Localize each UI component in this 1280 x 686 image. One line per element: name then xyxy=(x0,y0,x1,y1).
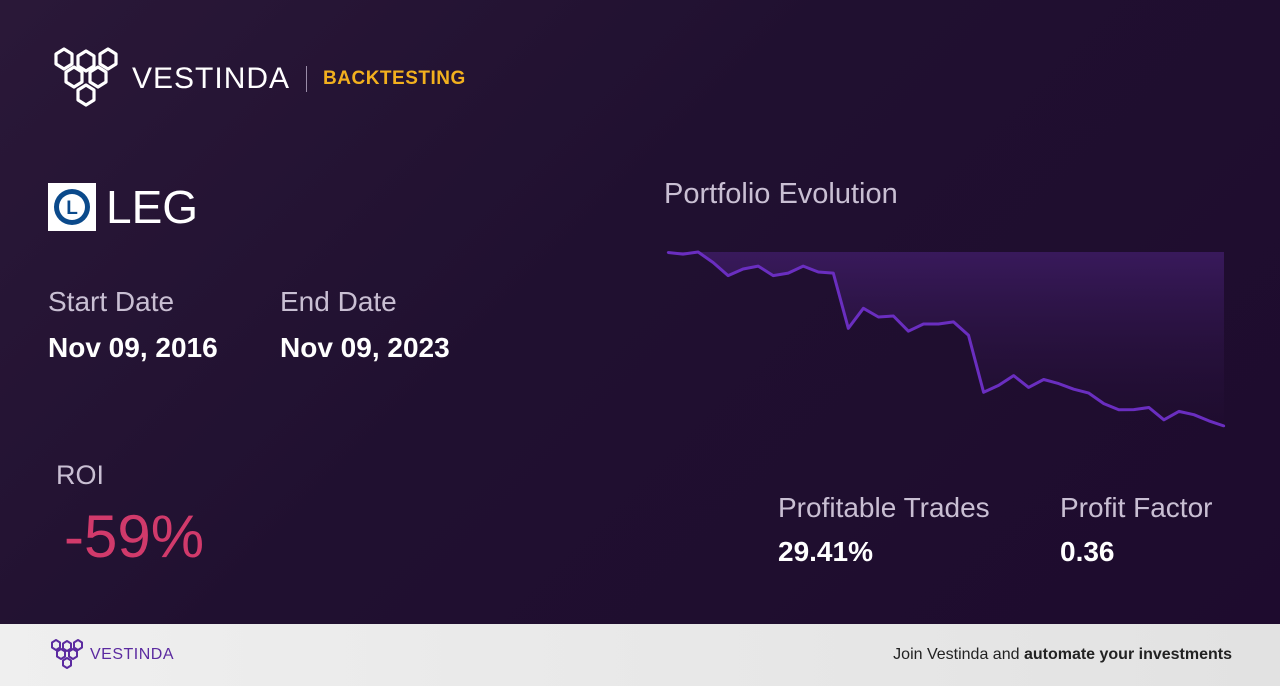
hexagon-cluster-icon xyxy=(51,639,83,669)
chart-series-line xyxy=(667,250,1225,428)
hexagon-cluster-icon xyxy=(54,47,118,107)
chart-point xyxy=(922,322,925,326)
chart-point xyxy=(1042,378,1045,381)
footer-brand-name: VESTINDA xyxy=(90,646,175,663)
chart-point xyxy=(862,307,865,310)
chart-point xyxy=(817,270,820,274)
chart-point xyxy=(1132,408,1135,411)
brand-divider xyxy=(306,66,308,92)
chart-point xyxy=(907,330,910,333)
chart-point xyxy=(1207,419,1211,423)
leggett-logo-icon: L xyxy=(48,183,96,231)
chart-title: Portfolio Evolution xyxy=(664,178,898,210)
chart-point xyxy=(726,274,730,277)
footer-cta-prefix: Join Vestinda and xyxy=(893,646,1024,663)
chart-point xyxy=(997,384,1000,387)
backtest-card: VESTINDA BACKTESTING L LEG Start Date No… xyxy=(0,0,1280,624)
chart-point xyxy=(1162,418,1166,421)
chart-point xyxy=(1147,406,1151,409)
ticker-symbol: LEG xyxy=(106,181,199,233)
chart-point xyxy=(1072,388,1075,391)
roi-value: -59% xyxy=(64,503,205,570)
chart-point xyxy=(832,271,835,275)
start-date-label: Start Date xyxy=(48,286,175,317)
chart-point xyxy=(757,264,760,268)
chart-point xyxy=(937,322,940,326)
chart-point xyxy=(681,252,685,256)
profit-factor-value: 0.36 xyxy=(1060,536,1115,567)
chart-point xyxy=(741,267,745,271)
chart-point xyxy=(1012,374,1015,377)
brand-tag: BACKTESTING xyxy=(323,68,466,89)
brand-name: VESTINDA xyxy=(132,62,291,95)
chart-point xyxy=(1192,413,1196,416)
end-date-label: End Date xyxy=(280,286,397,317)
brand-header: VESTINDA BACKTESTING xyxy=(48,46,466,112)
chart-point xyxy=(1117,408,1120,411)
end-date-value: Nov 09, 2023 xyxy=(280,332,450,363)
chart-point xyxy=(847,327,850,330)
portfolio-chart xyxy=(666,250,1226,428)
chart-point xyxy=(1222,424,1226,428)
profit-factor-label: Profit Factor xyxy=(1060,492,1213,523)
chart-area xyxy=(668,252,1224,426)
chart-point xyxy=(1102,402,1105,405)
chart-point xyxy=(787,271,790,275)
chart-point xyxy=(1087,391,1090,395)
footer-brand[interactable]: VESTINDA xyxy=(48,638,174,672)
svg-text:L: L xyxy=(66,198,78,219)
roi-label: ROI xyxy=(56,460,105,490)
chart-point xyxy=(666,251,670,254)
profitable-trades-value: 29.41% xyxy=(778,536,873,567)
chart-point xyxy=(967,334,970,337)
chart-point xyxy=(696,250,700,254)
chart-point xyxy=(1027,386,1030,389)
chart-point xyxy=(952,320,955,324)
chart-point xyxy=(982,391,985,394)
footer-cta-bold: automate your investments xyxy=(1023,646,1232,663)
ticker-header: L LEG xyxy=(48,180,198,234)
chart-point xyxy=(711,261,715,264)
profitable-trades-label: Profitable Trades xyxy=(778,492,990,523)
footer-bar: VESTINDA Join Vestinda and automate your… xyxy=(0,624,1280,686)
chart-point xyxy=(1057,382,1060,385)
footer-cta[interactable]: Join Vestinda and automate your investme… xyxy=(893,646,1232,664)
chart-point xyxy=(772,274,775,277)
start-date-value: Nov 09, 2016 xyxy=(48,332,218,363)
chart-point xyxy=(892,314,895,318)
chart-point xyxy=(877,315,880,319)
chart-point xyxy=(1177,410,1181,413)
chart-point xyxy=(802,264,805,268)
